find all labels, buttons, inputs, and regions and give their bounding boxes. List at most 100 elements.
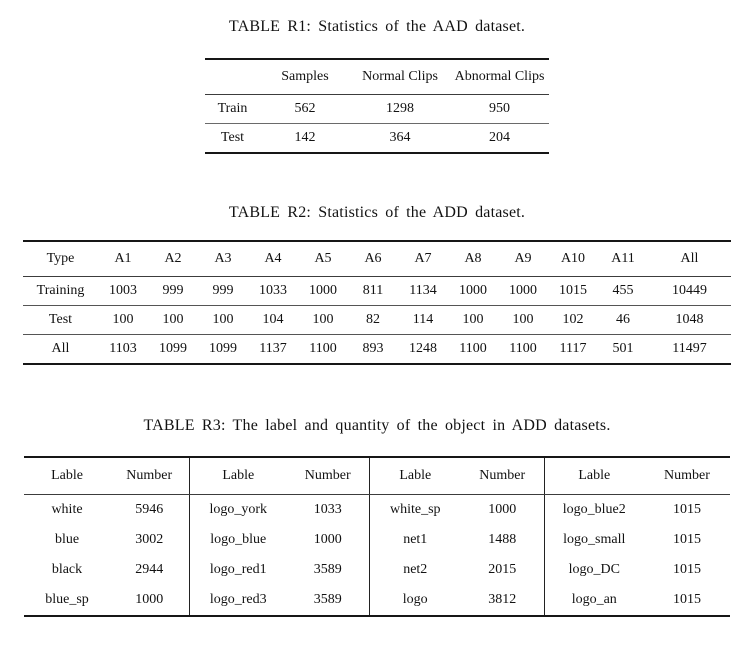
column-header: Normal Clips [350,59,450,95]
table-r1-header-row: Samples Normal Clips Abnormal Clips [205,59,549,95]
table-cell: 142 [294,130,316,145]
table-cell: 1117 [559,341,587,356]
table-cell: white_sp [389,502,441,517]
row-header: All [51,341,70,356]
row-header: Test [220,130,245,145]
table-cell: logo_york [209,502,268,517]
table-cell: 950 [450,94,549,124]
table-row: Test 100 100 100 104 100 82 114 100 100 … [23,305,731,335]
table-cell: 100 [98,305,148,335]
table-cell: 893 [362,341,384,356]
table-cell: 1000 [498,276,548,306]
column-header: Type [23,241,98,277]
table-cell: logo_blue [210,532,267,547]
column-header: A6 [348,241,398,277]
table-cell: 2015 [461,555,545,585]
table-cell: 501 [612,341,634,356]
row-header: Train [205,94,260,124]
column-header: Number [110,457,190,495]
table-cell: logo_blue2 [562,502,626,517]
column-header: A8 [448,241,498,277]
table-cell: 1099 [159,341,187,356]
table-cell: 204 [489,130,510,145]
table-row: black 2944 logo_red1 3589 net2 2015 logo… [24,555,730,585]
column-header: Lable [189,457,287,495]
table-cell: 3589 [287,555,370,585]
row-header: Training [23,276,98,306]
table-cell: 3589 [287,585,370,616]
table-cell: 1100 [509,341,537,356]
table-cell: 455 [598,276,648,306]
table-cell: 364 [389,130,411,145]
column-header: A5 [298,241,348,277]
column-header: A9 [498,241,548,277]
table-cell: 11497 [672,341,707,356]
table-cell: 1003 [98,276,148,306]
table-cell: 46 [598,305,648,335]
column-header: Abnormal Clips [450,59,549,95]
table-cell: 1015 [673,502,701,517]
table-cell: 1137 [259,341,287,356]
column-header: A7 [398,241,448,277]
column-header: Number [644,457,730,495]
table-cell: 3812 [461,585,545,616]
table-row: Test 142 364 204 [205,124,549,154]
column-header: Number [461,457,545,495]
table-cell: 1134 [398,276,448,306]
table-cell: 1099 [209,341,237,356]
table-cell: 1048 [648,305,731,335]
table-cell: 114 [398,305,448,335]
table-cell: 1488 [461,525,545,555]
table-cell: 1033 [248,276,298,306]
table-cell: 811 [348,276,398,306]
table-cell: black [51,562,83,577]
table-cell: logo_red1 [209,562,267,577]
table-cell: 100 [298,305,348,335]
column-header: A11 [598,241,648,277]
table-cell: 1033 [287,494,370,525]
table-row: white 5946 logo_york 1033 white_sp 1000 … [24,494,730,525]
table-cell: net1 [403,532,428,547]
table-r3-caption: TABLE R3: The label and quantity of the … [143,417,611,434]
table-r1-caption: TABLE R1: Statistics of the AAD dataset. [228,18,526,35]
row-header: Test [23,305,98,335]
column-header [205,59,260,95]
table-row: blue_sp 1000 logo_red3 3589 logo 3812 lo… [24,585,730,616]
table-cell: 1015 [673,532,701,547]
table-cell: logo_red3 [209,592,267,607]
table-cell: 1298 [350,94,450,124]
column-header: A10 [548,241,598,277]
table-cell: 1000 [298,276,348,306]
table-r3: Lable Number Lable Number Lable Number L… [24,456,730,617]
table-cell: 10449 [648,276,731,306]
table-cell: 1000 [110,585,190,616]
table-cell: 5946 [110,494,190,525]
table-cell: 1015 [673,562,701,577]
column-header: Number [287,457,370,495]
table-cell: 999 [198,276,248,306]
column-header: A2 [148,241,198,277]
table-cell: 1000 [448,276,498,306]
column-header: A4 [248,241,298,277]
table-cell: 82 [348,305,398,335]
table-r2-caption: TABLE R2: Statistics of the ADD dataset. [228,204,526,221]
table-cell: 1015 [673,592,701,607]
table-r1: Samples Normal Clips Abnormal Clips Trai… [205,58,549,154]
table-r2: Type A1 A2 A3 A4 A5 A6 A7 A8 A9 A10 A11 … [23,240,731,365]
table-cell: logo_small [563,532,626,547]
table-cell: 3002 [110,525,190,555]
table-cell: 1248 [409,341,437,356]
table-cell: 999 [148,276,198,306]
table-cell: logo_an [571,592,617,607]
table-cell: 104 [248,305,298,335]
table-cell: 1103 [109,341,137,356]
table-row: blue 3002 logo_blue 1000 net1 1488 logo_… [24,525,730,555]
table-cell: 100 [448,305,498,335]
table-cell: logo_DC [568,562,620,577]
column-header: A3 [198,241,248,277]
table-cell: 100 [198,305,248,335]
column-header: Samples [260,59,350,95]
table-cell: 100 [148,305,198,335]
table-cell: white [51,502,83,517]
table-cell: blue [54,532,80,547]
